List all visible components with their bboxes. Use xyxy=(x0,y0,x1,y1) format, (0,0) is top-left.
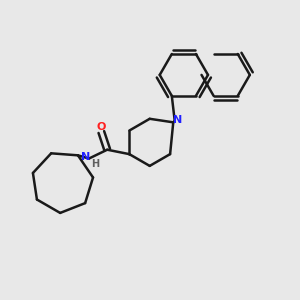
Text: N: N xyxy=(81,152,91,162)
Text: O: O xyxy=(96,122,105,132)
Text: H: H xyxy=(91,159,99,169)
Text: N: N xyxy=(173,115,183,125)
